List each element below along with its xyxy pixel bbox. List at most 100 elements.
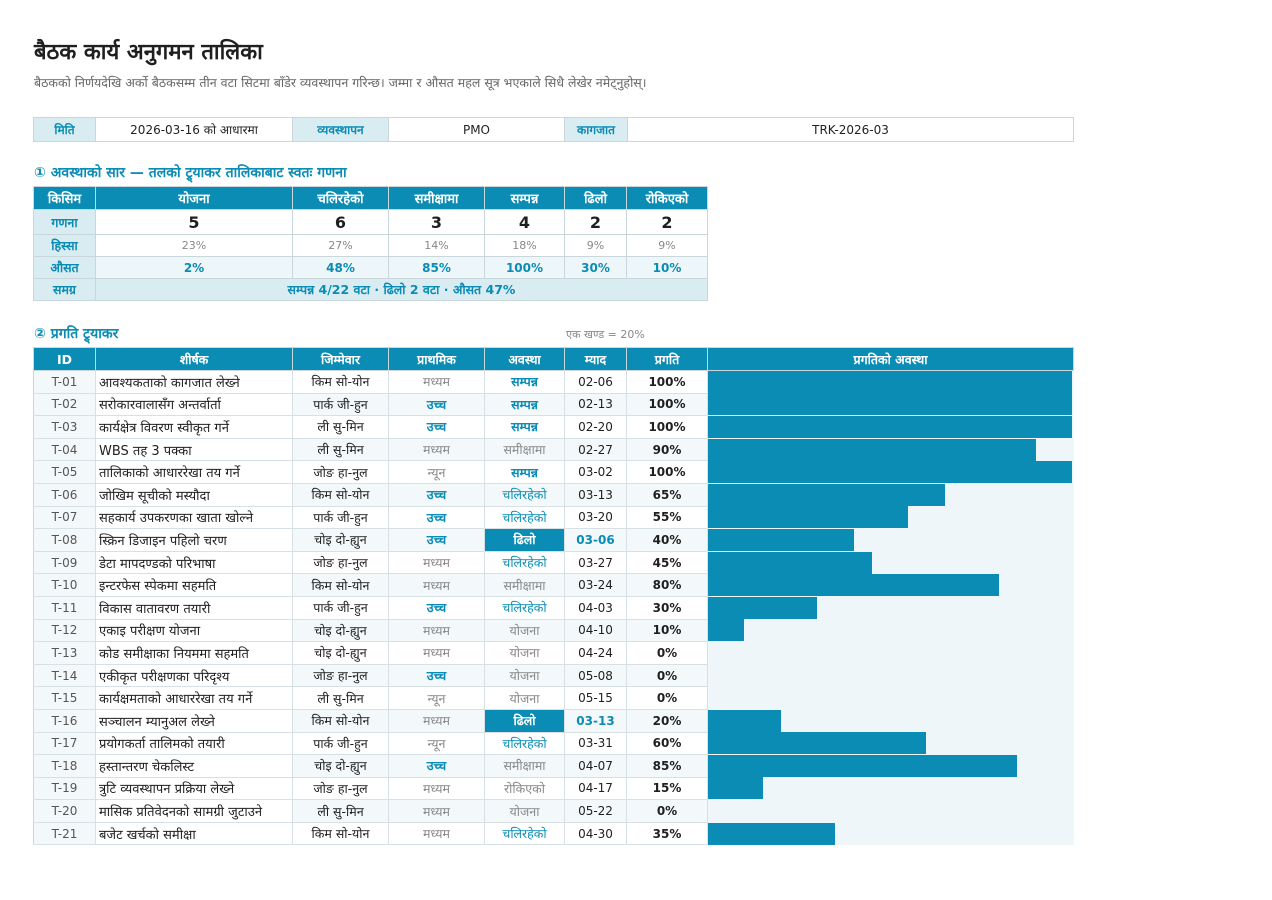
task-title[interactable]: कार्यक्षेत्र विवरण स्वीकृत गर्ने <box>95 415 293 439</box>
task-status[interactable]: सम्पन्न <box>484 415 565 439</box>
table-row[interactable]: T-07 सहकार्य उपकरणका खाता खोल्ने पार्क जी-… <box>33 506 1074 530</box>
task-status[interactable]: समीक्षामा <box>484 754 565 778</box>
task-status[interactable]: चलिरहेको <box>484 822 565 846</box>
task-progress-pct[interactable]: 45% <box>626 551 708 575</box>
table-row[interactable]: T-14 एकीकृत परीक्षणका परिदृश्य जोङ हा-नुल उ… <box>33 664 1074 688</box>
task-id[interactable]: T-20 <box>33 799 96 823</box>
task-title[interactable]: हस्तान्तरण चेकलिस्ट <box>95 754 293 778</box>
task-title[interactable]: एकाइ परीक्षण योजना <box>95 619 293 643</box>
task-due[interactable]: 02-06 <box>564 370 627 394</box>
task-id[interactable]: T-12 <box>33 619 96 643</box>
task-progress-pct[interactable]: 35% <box>626 822 708 846</box>
task-title[interactable]: WBS तह 3 पक्का <box>95 438 293 462</box>
task-id[interactable]: T-16 <box>33 709 96 733</box>
task-priority[interactable]: उच्च <box>388 483 485 507</box>
table-row[interactable]: T-01 आवश्यकताको कागजात लेख्ने किम सो-योन मध… <box>33 370 1074 394</box>
task-owner[interactable]: चोइ दो-ह्युन <box>292 641 389 665</box>
task-id[interactable]: T-13 <box>33 641 96 665</box>
task-due[interactable]: 04-03 <box>564 596 627 620</box>
task-due[interactable]: 02-20 <box>564 415 627 439</box>
task-due[interactable]: 03-31 <box>564 732 627 756</box>
task-priority[interactable]: मध्यम <box>388 777 485 801</box>
task-priority[interactable]: मध्यम <box>388 370 485 394</box>
task-status[interactable]: चलिरहेको <box>484 506 565 530</box>
task-progress-pct[interactable]: 0% <box>626 641 708 665</box>
task-priority[interactable]: मध्यम <box>388 799 485 823</box>
task-status[interactable]: समीक्षामा <box>484 573 565 597</box>
task-priority[interactable]: उच्च <box>388 393 485 417</box>
task-priority[interactable]: मध्यम <box>388 822 485 846</box>
task-priority[interactable]: मध्यम <box>388 573 485 597</box>
task-title[interactable]: कोड समीक्षाका नियममा सहमति <box>95 641 293 665</box>
task-status[interactable]: चलिरहेको <box>484 551 565 575</box>
task-owner[interactable]: चोइ दो-ह्युन <box>292 528 389 552</box>
task-id[interactable]: T-21 <box>33 822 96 846</box>
task-progress-pct[interactable]: 55% <box>626 506 708 530</box>
task-title[interactable]: कार्यक्षमताको आधाररेखा तय गर्ने <box>95 686 293 710</box>
task-due[interactable]: 03-20 <box>564 506 627 530</box>
task-priority[interactable]: मध्यम <box>388 551 485 575</box>
task-progress-pct[interactable]: 100% <box>626 370 708 394</box>
task-priority[interactable]: मध्यम <box>388 641 485 665</box>
task-status[interactable]: योजना <box>484 641 565 665</box>
task-due[interactable]: 04-24 <box>564 641 627 665</box>
task-priority[interactable]: न्यून <box>388 686 485 710</box>
task-owner[interactable]: ली सु-मिन <box>292 686 389 710</box>
task-progress-pct[interactable]: 10% <box>626 619 708 643</box>
task-due[interactable]: 03-13 <box>564 709 627 733</box>
task-progress-pct[interactable]: 15% <box>626 777 708 801</box>
task-title[interactable]: तालिकाको आधाररेखा तय गर्ने <box>95 460 293 484</box>
task-owner[interactable]: जोङ हा-नुल <box>292 777 389 801</box>
task-status[interactable]: चलिरहेको <box>484 732 565 756</box>
task-status[interactable]: ढिलो <box>484 528 565 552</box>
task-id[interactable]: T-03 <box>33 415 96 439</box>
task-due[interactable]: 05-22 <box>564 799 627 823</box>
task-priority[interactable]: उच्च <box>388 415 485 439</box>
task-title[interactable]: सहकार्य उपकरणका खाता खोल्ने <box>95 506 293 530</box>
task-due[interactable]: 05-15 <box>564 686 627 710</box>
task-id[interactable]: T-15 <box>33 686 96 710</box>
task-progress-pct[interactable]: 0% <box>626 664 708 688</box>
task-id[interactable]: T-02 <box>33 393 96 417</box>
task-due[interactable]: 04-10 <box>564 619 627 643</box>
task-owner[interactable]: किम सो-योन <box>292 483 389 507</box>
task-due[interactable]: 05-08 <box>564 664 627 688</box>
table-row[interactable]: T-05 तालिकाको आधाररेखा तय गर्ने जोङ हा-नुल… <box>33 460 1074 484</box>
task-owner[interactable]: किम सो-योन <box>292 709 389 733</box>
task-owner[interactable]: ली सु-मिन <box>292 799 389 823</box>
task-due[interactable]: 04-07 <box>564 754 627 778</box>
task-id[interactable]: T-07 <box>33 506 96 530</box>
task-owner[interactable]: किम सो-योन <box>292 573 389 597</box>
task-priority[interactable]: उच्च <box>388 506 485 530</box>
table-row[interactable]: T-19 त्रुटि व्यवस्थापन प्रक्रिया लेख्ने जो… <box>33 777 1074 801</box>
task-progress-pct[interactable]: 40% <box>626 528 708 552</box>
table-row[interactable]: T-02 सरोकारवालासँग अन्तर्वार्ता पार्क जी-ह… <box>33 393 1074 417</box>
task-id[interactable]: T-01 <box>33 370 96 394</box>
table-row[interactable]: T-11 विकास वातावरण तयारी पार्क जी-हुन उच्च च… <box>33 596 1074 620</box>
table-row[interactable]: T-04 WBS तह 3 पक्का ली सु-मिन मध्यम समीक्षाम… <box>33 438 1074 462</box>
task-status[interactable]: योजना <box>484 799 565 823</box>
table-row[interactable]: T-16 सञ्चालन म्यानुअल लेख्ने किम सो-योन मध्… <box>33 709 1074 733</box>
task-priority[interactable]: उच्च <box>388 754 485 778</box>
task-id[interactable]: T-17 <box>33 732 96 756</box>
table-row[interactable]: T-12 एकाइ परीक्षण योजना चोइ दो-ह्युन मध्यम य… <box>33 619 1074 643</box>
table-row[interactable]: T-03 कार्यक्षेत्र विवरण स्वीकृत गर्ने ली स… <box>33 415 1074 439</box>
task-status[interactable]: योजना <box>484 686 565 710</box>
task-title[interactable]: बजेट खर्चको समीक्षा <box>95 822 293 846</box>
task-id[interactable]: T-09 <box>33 551 96 575</box>
task-owner[interactable]: जोङ हा-नुल <box>292 460 389 484</box>
task-title[interactable]: विकास वातावरण तयारी <box>95 596 293 620</box>
table-row[interactable]: T-21 बजेट खर्चको समीक्षा किम सो-योन मध्यम चल… <box>33 822 1074 846</box>
task-owner[interactable]: जोङ हा-नुल <box>292 551 389 575</box>
task-due[interactable]: 03-02 <box>564 460 627 484</box>
task-title[interactable]: सरोकारवालासँग अन्तर्वार्ता <box>95 393 293 417</box>
table-row[interactable]: T-20 मासिक प्रतिवेदनको सामग्री जुटाउने ली … <box>33 799 1074 823</box>
task-due[interactable]: 04-30 <box>564 822 627 846</box>
task-title[interactable]: इन्टरफेस स्पेकमा सहमति <box>95 573 293 597</box>
task-due[interactable]: 03-24 <box>564 573 627 597</box>
task-progress-pct[interactable]: 80% <box>626 573 708 597</box>
task-owner[interactable]: ली सु-मिन <box>292 438 389 462</box>
task-priority[interactable]: मध्यम <box>388 438 485 462</box>
table-row[interactable]: T-09 डेटा मापदण्डको परिभाषा जोङ हा-नुल मध्य… <box>33 551 1074 575</box>
task-id[interactable]: T-14 <box>33 664 96 688</box>
